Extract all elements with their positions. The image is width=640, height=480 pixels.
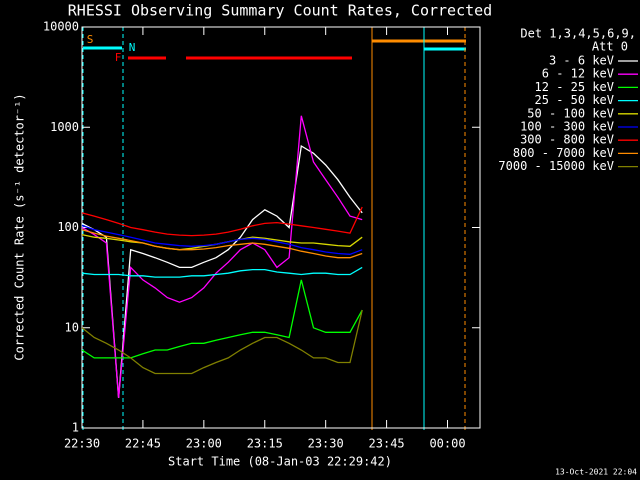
- series-line: [81, 266, 363, 278]
- x-tick-label: 22:45: [125, 437, 161, 451]
- y-tick-label: 10: [65, 320, 79, 334]
- x-tick-label: 23:15: [247, 437, 283, 451]
- series-line: [81, 309, 363, 375]
- flag-lines: [82, 27, 466, 430]
- legend-label: 12 - 25 keV: [535, 80, 614, 94]
- x-tick-label: 23:30: [308, 437, 344, 451]
- x-tick-label: 23:45: [369, 437, 405, 451]
- legend-label: 300 - 800 keV: [520, 133, 614, 147]
- y-axis-label: Corrected Count Rate (s⁻¹ detector⁻¹): [13, 93, 27, 360]
- x-tick-label: 22:30: [64, 437, 100, 451]
- plot-frame: [81, 26, 481, 429]
- legend-label: 6 - 12 keV: [542, 67, 614, 81]
- chart-title: RHESSI Observing Summary Count Rates, Co…: [68, 2, 492, 20]
- footer: 13-Oct-2021 22:04: [555, 468, 637, 477]
- series-line: [81, 229, 363, 259]
- legend-title: Att 0: [592, 40, 628, 54]
- legend-label: 100 - 300 keV: [520, 120, 614, 134]
- legend-label: 50 - 100 keV: [527, 106, 614, 120]
- y-tick-label: 100: [57, 220, 79, 234]
- series-line: [81, 144, 363, 398]
- y-tick-label: 10000: [43, 20, 79, 34]
- legend-label: 7000 - 15000 keV: [498, 159, 614, 173]
- series-line: [81, 115, 363, 398]
- legend-title: Det 1,3,4,5,6,9,: [520, 27, 636, 41]
- series-line: [81, 224, 363, 255]
- legend-label: 25 - 50 keV: [535, 93, 614, 107]
- y-tick-label: 1: [72, 421, 79, 435]
- x-axis-label: Start Time (08-Jan-03 22:29:42): [168, 455, 392, 469]
- annotation: F: [115, 51, 122, 64]
- flag-bars: [83, 39, 466, 60]
- legend-label: 3 - 6 keV: [549, 54, 614, 68]
- series-line: [81, 233, 363, 251]
- series-line: [81, 279, 363, 359]
- annotation: N: [129, 41, 136, 54]
- annotation: S: [87, 33, 94, 46]
- x-tick-label: 00:00: [429, 437, 465, 451]
- x-tick-label: 23:00: [186, 437, 222, 451]
- legend-label: 800 - 7000 keV: [513, 146, 614, 160]
- y-tick-label: 1000: [50, 120, 79, 134]
- series-line: [81, 206, 363, 237]
